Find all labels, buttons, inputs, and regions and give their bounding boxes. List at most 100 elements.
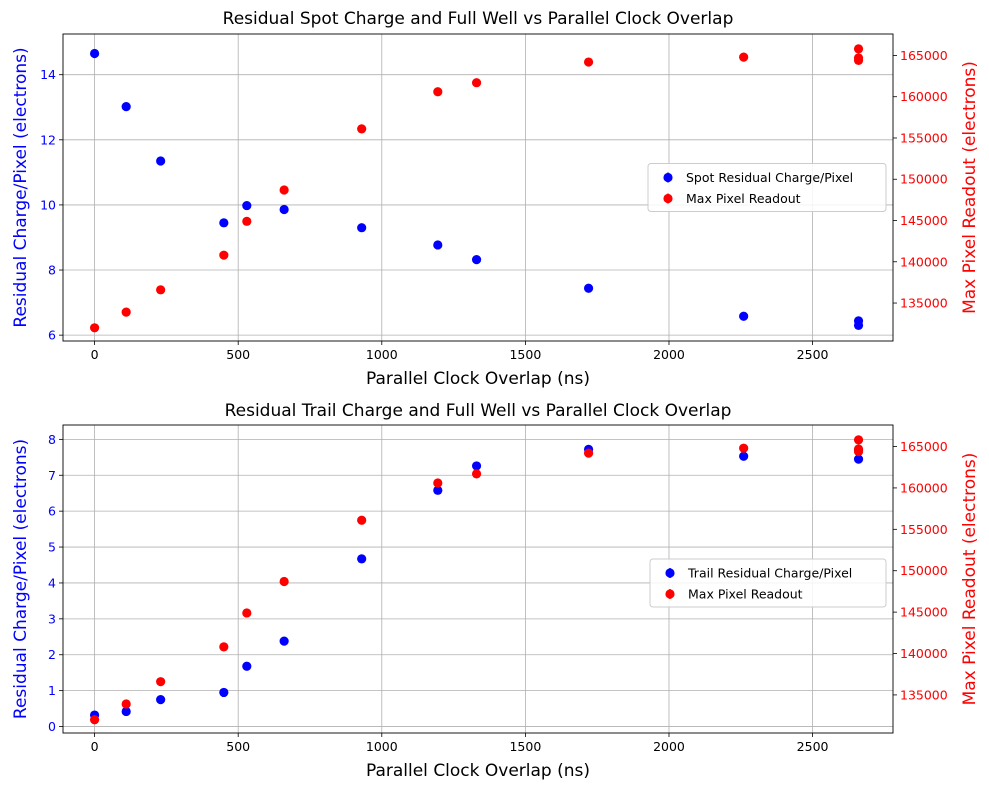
data-point (156, 156, 166, 166)
data-point (853, 55, 864, 66)
data-point (739, 311, 749, 321)
y-left-tick-label: 7 (48, 468, 56, 483)
x-tick-label: 2500 (797, 739, 829, 754)
data-point (471, 78, 482, 88)
data-point (739, 451, 749, 461)
data-point (357, 554, 367, 564)
y-right-tick-label: 150000 (900, 563, 948, 578)
x-tick-label: 1000 (366, 739, 398, 754)
legend-label: Max Pixel Readout (688, 587, 803, 602)
x-axis-label: Parallel Clock Overlap (ns) (366, 761, 590, 781)
y-left-tick-label: 12 (40, 132, 56, 147)
data-point (853, 320, 864, 330)
x-axis-label: Parallel Clock Overlap (ns) (366, 369, 590, 389)
data-point (156, 695, 166, 705)
y-right-tick-label: 155000 (900, 130, 948, 145)
subplot-2: 0 500 1000 1500 2000 2500 0 1 2 3 4 5 6 7 8 135000 14000… (11, 401, 980, 781)
data-point (433, 485, 443, 495)
data-point (853, 44, 864, 54)
legend-marker (665, 568, 675, 578)
data-point (853, 435, 864, 445)
data-point (121, 307, 131, 317)
x-tick-label: 2000 (653, 347, 685, 362)
data-point (433, 87, 443, 97)
chart-title: Residual Trail Charge and Full Well vs P… (225, 401, 732, 421)
y-left-tick-label: 5 (48, 540, 56, 555)
legend-label: Trail Residual Charge/Pixel (687, 566, 852, 581)
x-tick-label: 2500 (797, 347, 829, 362)
y-left-tick-label: 4 (48, 575, 56, 590)
series-1 (89, 48, 864, 330)
data-point (853, 446, 864, 457)
y-right-tick-label: 155000 (900, 522, 948, 537)
data-point (853, 454, 864, 464)
legend-label: Max Pixel Readout (686, 191, 801, 206)
y-left-tick-label: 0 (48, 719, 56, 734)
data-point (279, 204, 289, 215)
legend-marker (663, 172, 673, 183)
y-right-tick-label: 140000 (900, 254, 948, 269)
y-left-axis-label: Residual Charge/Pixel (electrons) (11, 47, 31, 327)
data-point (219, 250, 229, 260)
y-right-axis-label: Max Pixel Readout (electrons) (960, 453, 980, 706)
axes-frame (62, 424, 894, 734)
data-point (739, 52, 749, 62)
y-left-tick-label: 1 (48, 683, 56, 698)
y-right-tick-label: 140000 (900, 646, 948, 661)
data-point (471, 469, 482, 479)
data-point (279, 185, 289, 195)
y-right-tick-label: 135000 (900, 687, 948, 702)
legend-marker (665, 589, 675, 599)
legend-box (647, 163, 887, 212)
data-point (583, 57, 594, 67)
series-2 (89, 435, 864, 725)
subplot-1: 0 500 1000 1500 2000 2500 6 8 10 12 14 135000 140000… (11, 9, 980, 389)
x-tick-label: 2000 (653, 739, 685, 754)
data-point (156, 285, 166, 295)
data-point (242, 661, 252, 671)
data-point (471, 255, 482, 265)
data-point (89, 715, 100, 725)
data-point (219, 218, 229, 228)
data-point (583, 283, 594, 293)
axes-frame (62, 33, 894, 342)
data-point (121, 706, 131, 717)
data-point (242, 216, 252, 226)
legend: Trail Residual Charge/Pixel Max Pixel Rea… (649, 558, 887, 608)
data-point (121, 699, 131, 709)
data-point (357, 124, 367, 134)
y-left-tick-label: 6 (48, 504, 56, 519)
y-left-tick-label: 2 (48, 647, 56, 662)
y-right-tick-label: 165000 (900, 48, 948, 63)
data-point (219, 642, 229, 652)
y-right-tick-label: 160000 (900, 89, 948, 104)
legend-label: Spot Residual Charge/Pixel (686, 170, 853, 185)
y-left-tick-label: 6 (48, 328, 56, 343)
y-right-tick-label: 135000 (900, 296, 948, 311)
y-left-tick-label: 10 (40, 197, 56, 212)
data-point (89, 323, 100, 333)
data-point (739, 443, 749, 453)
y-right-axis-label: Max Pixel Readout (electrons) (960, 61, 980, 314)
data-point (156, 677, 166, 687)
y-right-tick-label: 145000 (900, 605, 948, 620)
data-point (471, 461, 482, 471)
data-point (279, 636, 289, 646)
y-right-tick-label: 150000 (900, 172, 948, 187)
data-point (242, 608, 252, 618)
data-point (121, 101, 131, 112)
chart-title: Residual Spot Charge and Full Well vs Pa… (223, 9, 734, 29)
data-point (357, 515, 367, 525)
y-left-tick-label: 8 (48, 263, 56, 278)
data-point (433, 478, 443, 488)
y-left-tick-label: 8 (48, 432, 56, 447)
data-point (89, 48, 100, 59)
y-right-tick-label: 145000 (900, 213, 948, 228)
x-tick-label: 0 (91, 347, 99, 362)
data-point (219, 687, 229, 698)
legend: Spot Residual Charge/Pixel Max Pixel Read… (647, 163, 887, 212)
x-tick-label: 0 (91, 739, 99, 754)
y-left-tick-label: 14 (40, 67, 56, 82)
data-point (433, 240, 443, 250)
